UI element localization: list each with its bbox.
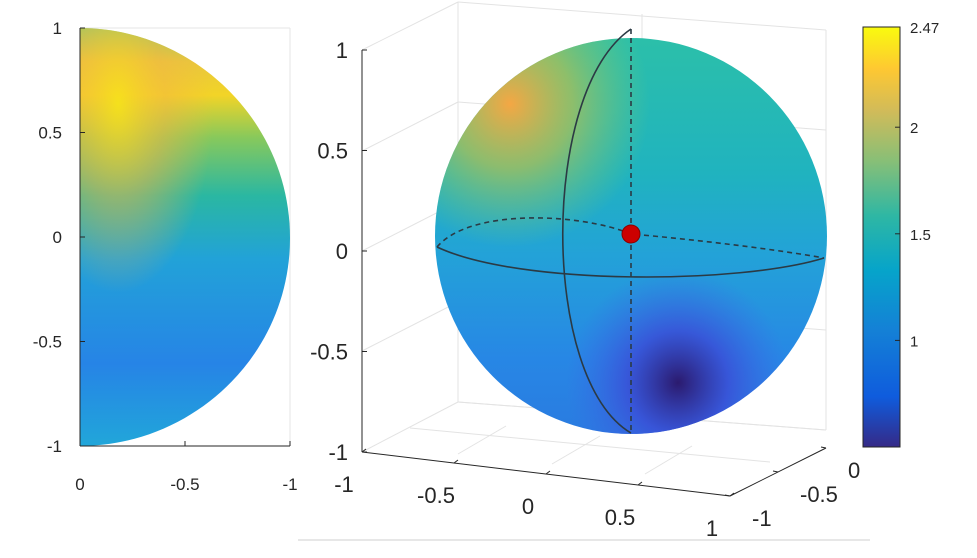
left-panel: 1 0.5 0 -0.5 -1 0 -0.5 -1 — [33, 19, 298, 494]
sphere-x-tick-mark — [361, 448, 367, 453]
sphere-x-tick-mark — [545, 470, 551, 475]
sphere-y-tick-mark — [724, 494, 731, 497]
equator-front — [436, 246, 825, 278]
left-y-tick-label: 0.5 — [38, 124, 62, 143]
sphere-x-tick-label: 1 — [706, 516, 718, 541]
sphere-x-tick-label: 0 — [522, 494, 534, 519]
colorbar-tick-label: 1.5 — [910, 227, 931, 244]
sphere-y-tick-label: 0 — [848, 458, 860, 483]
sphere-z-tick-label: -0.5 — [310, 340, 348, 365]
left-x-ticks: 0 -0.5 -1 — [75, 441, 298, 494]
sphere-z-tick-label: 0 — [336, 239, 348, 264]
sphere-y-tick-label: -1 — [752, 506, 772, 531]
colorbar-ticks: 2.47 2 1.5 1 — [895, 20, 939, 350]
meridian-front — [562, 28, 632, 434]
left-x-tick-label: -1 — [282, 475, 297, 494]
left-y-ticks: 1 0.5 0 -0.5 -1 — [33, 19, 85, 456]
left-y-tick-label: 1 — [53, 19, 62, 38]
sphere-x-tick-label: 0.5 — [605, 505, 636, 530]
sphere-z-tick-label: 0.5 — [317, 139, 348, 164]
left-y-tick-label: -1 — [47, 437, 62, 456]
colorbar-tick-label: 1 — [910, 333, 918, 350]
left-x-tick-label: -0.5 — [170, 475, 199, 494]
sphere-y-tick-label: -0.5 — [800, 482, 838, 507]
colorbar: 2.47 2 1.5 1 — [862, 20, 939, 448]
sphere-z-tick-label: -1 — [328, 440, 348, 465]
sphere-surface — [435, 38, 827, 434]
sphere-x-tick-mark — [453, 459, 459, 464]
colorbar-tick-label: 2.47 — [910, 20, 939, 37]
left-y-tick-label: -0.5 — [33, 333, 62, 352]
left-x-tick-label: 0 — [75, 475, 84, 494]
colorbar-gradient — [862, 26, 901, 448]
left-y-tick-label: 0 — [53, 228, 62, 247]
sphere-x-tick-mark — [729, 492, 735, 497]
point-marker — [621, 224, 641, 244]
left-half-disk — [80, 28, 290, 446]
sphere-panel: 1 0.5 0 -0.5 -1 -1 -0.5 0 0.5 1 0 -0.5 -1 — [298, 1, 870, 541]
sphere-x-tick-label: -1 — [334, 472, 354, 497]
sphere-x-tick-label: -0.5 — [417, 483, 455, 508]
sphere-y-ticks: 0 -0.5 -1 — [724, 446, 860, 531]
sphere-z-ticks: 1 0.5 0 -0.5 -1 — [310, 38, 367, 465]
colorbar-tick-label: 2 — [910, 120, 918, 137]
sphere-z-tick-label: 1 — [336, 38, 348, 63]
sphere-x-tick-mark — [637, 481, 643, 486]
sphere-y-tick-mark — [772, 470, 779, 473]
sphere-y-tick-mark — [820, 446, 827, 449]
sphere-x-ticks: -1 -0.5 0 0.5 1 — [334, 448, 735, 541]
